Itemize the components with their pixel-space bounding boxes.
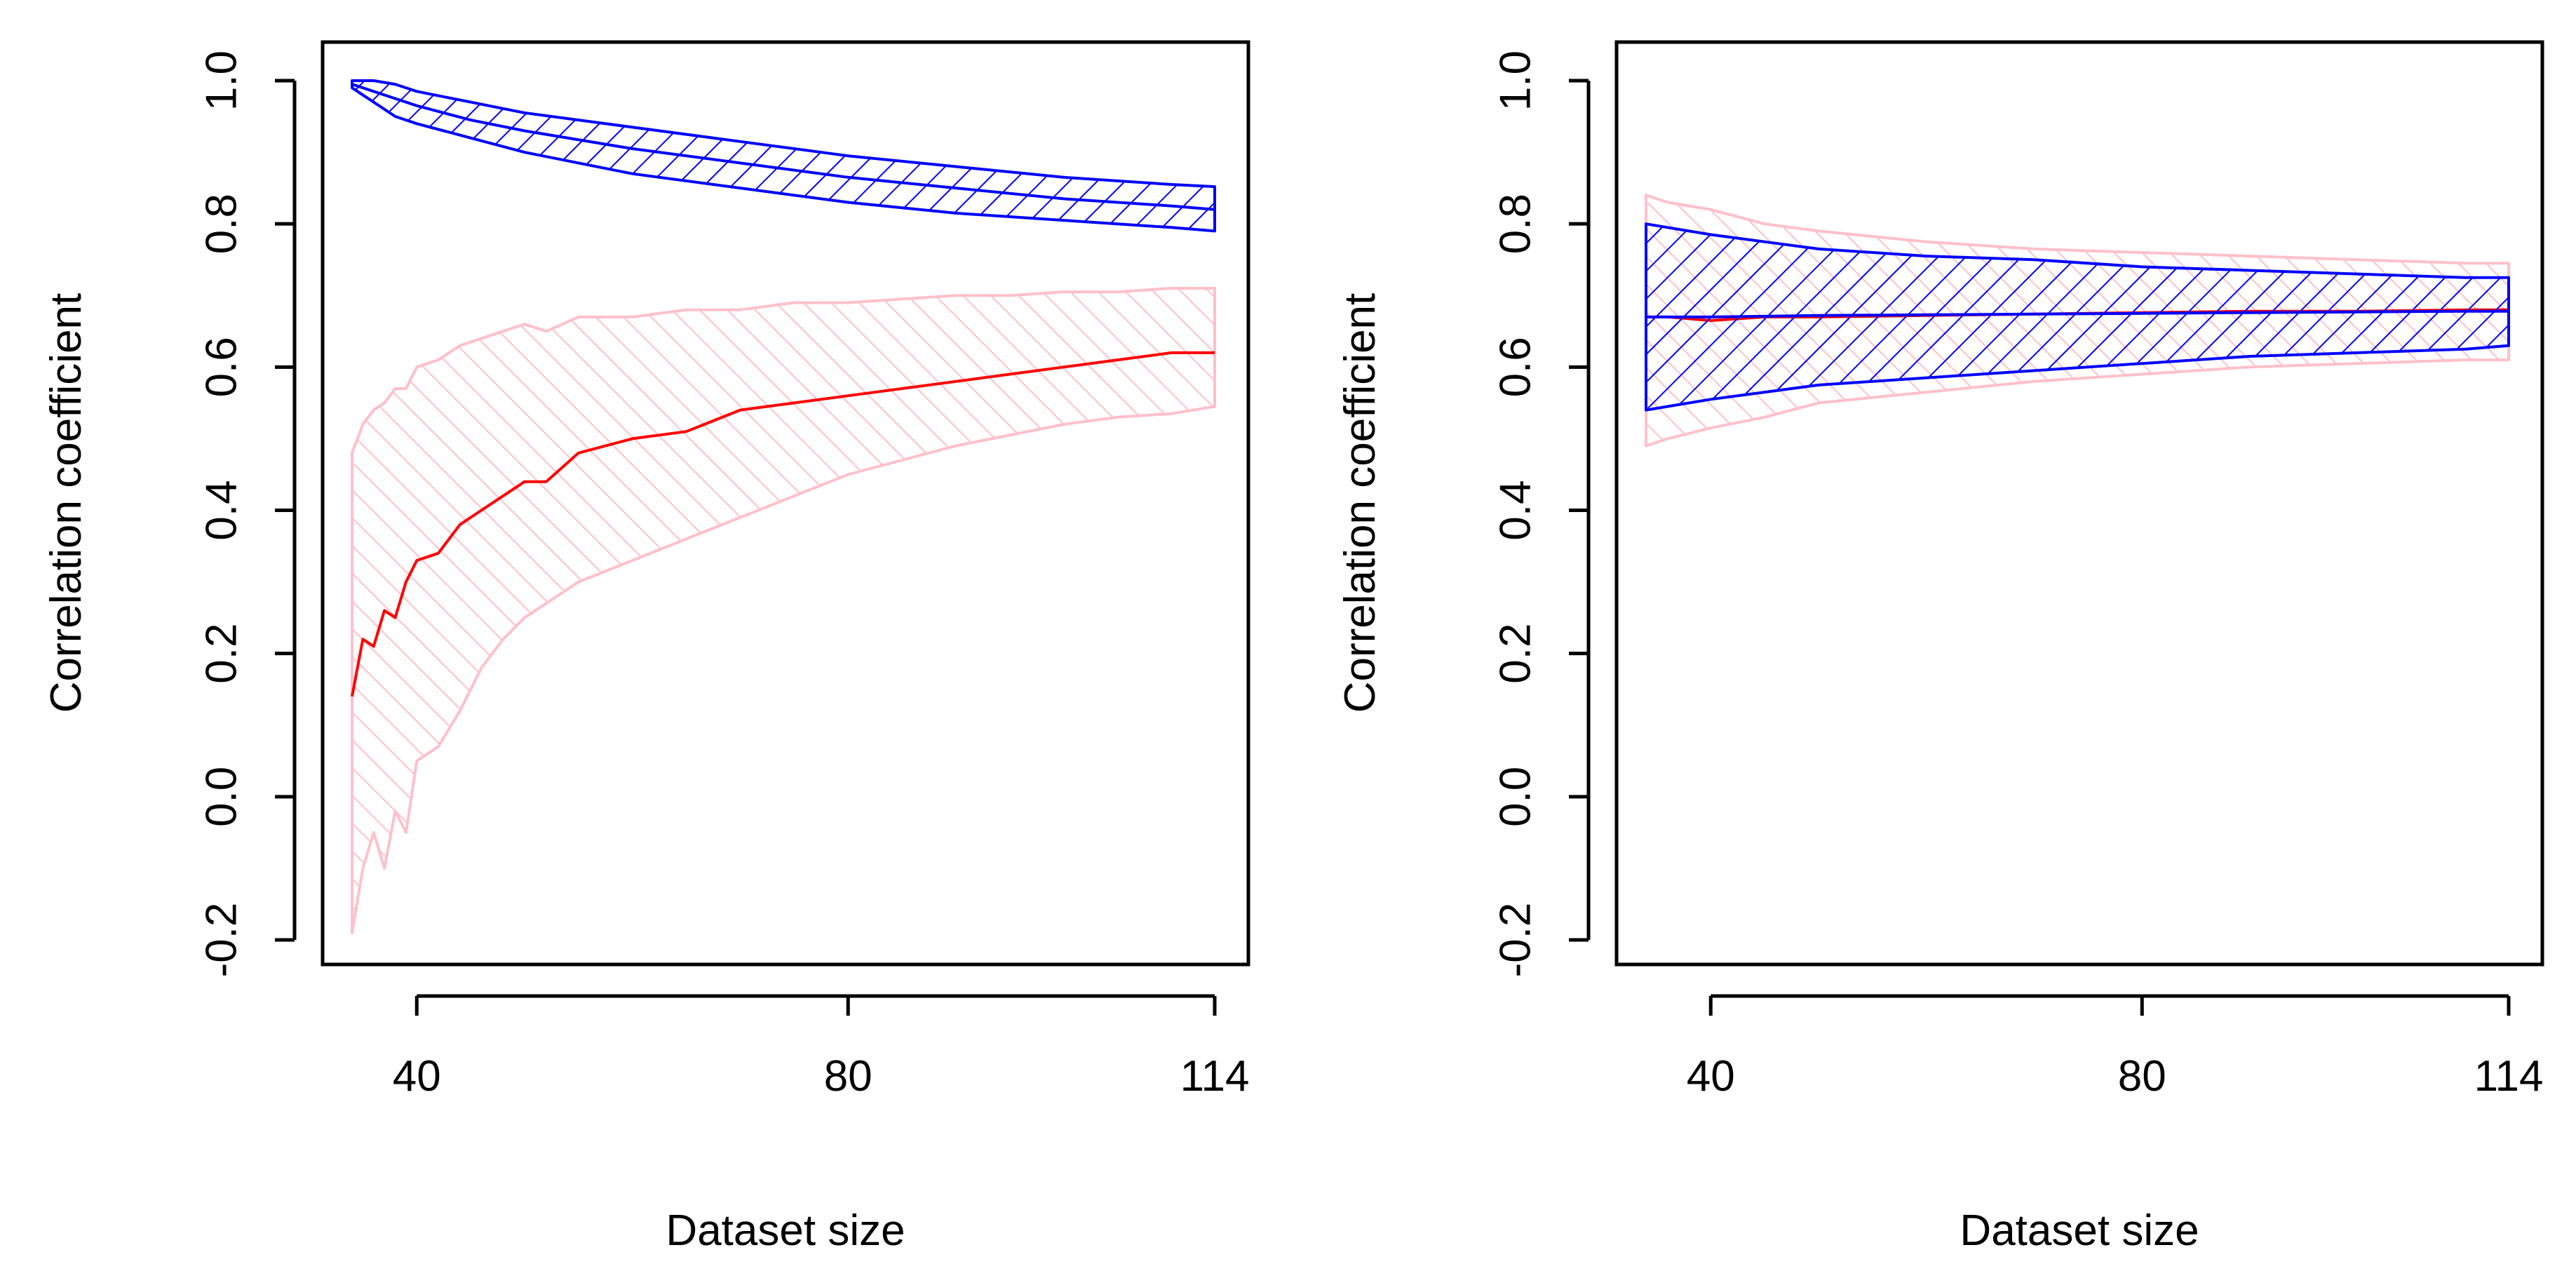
right-y-tick-label: 1.0 xyxy=(1492,51,1540,111)
left-y-tick-label: 0.4 xyxy=(198,480,246,540)
right-x-tick-label: 80 xyxy=(2118,1052,2166,1101)
right-y-tick-label: 0.6 xyxy=(1492,337,1540,397)
right-chart-panel: -0.2 0.0 0.2 0.4 0.6 0.8 1.0 40 80 114 Dataset s… xyxy=(1336,40,2544,1255)
left-y-tick-label: 0.6 xyxy=(198,337,246,397)
right-x-axis: 40 80 114 xyxy=(1687,994,2544,1101)
left-y-tick-label: 0.2 xyxy=(198,624,246,684)
right-chart-marks xyxy=(1645,194,2510,448)
left-y-tick-label: 0.8 xyxy=(198,194,246,254)
left-blue-band-area xyxy=(351,79,1216,233)
left-x-tick-label: 114 xyxy=(1180,1052,1250,1101)
right-blue-band-center-line xyxy=(1646,309,2509,318)
right-y-tick-label: 0.4 xyxy=(1492,480,1540,540)
left-x-axis-title: Dataset size xyxy=(666,1206,905,1255)
right-x-tick-label: 114 xyxy=(2474,1052,2544,1101)
right-x-tick-label: 40 xyxy=(1687,1052,1735,1101)
right-y-tick-label: 0.2 xyxy=(1492,624,1540,684)
left-y-tick-label: -0.2 xyxy=(198,903,246,978)
left-chart-panel: -0.2 0.0 0.2 0.4 0.6 0.8 1.0 40 80 114 Dataset s… xyxy=(42,40,1250,1255)
right-y-tick-label: -0.2 xyxy=(1492,903,1540,978)
right-y-axis-title: Correlation coefficient xyxy=(1336,293,1384,713)
left-y-tick-label: 0.0 xyxy=(198,767,246,827)
left-y-axis-title: Correlation coefficient xyxy=(42,293,90,713)
left-x-axis: 40 80 114 xyxy=(393,994,1250,1101)
right-y-tick-label: 0.8 xyxy=(1492,194,1540,254)
left-x-tick-label: 40 xyxy=(393,1052,441,1101)
right-x-axis-title: Dataset size xyxy=(1960,1206,2199,1255)
left-plot-frame xyxy=(321,40,1250,967)
left-chart-marks xyxy=(351,79,1216,934)
left-blue-band-center-line xyxy=(351,83,1215,211)
right-y-tick-label: 0.0 xyxy=(1492,767,1540,827)
left-y-axis: -0.2 0.0 0.2 0.4 0.6 0.8 1.0 xyxy=(198,51,297,978)
left-x-tick-label: 80 xyxy=(824,1052,872,1101)
left-pink-band-center-line xyxy=(351,351,1215,697)
left-pink-band-area xyxy=(351,287,1216,934)
right-blue-band-area xyxy=(1645,222,2510,412)
right-y-axis: -0.2 0.0 0.2 0.4 0.6 0.8 1.0 xyxy=(1492,51,1591,978)
left-y-tick-label: 1.0 xyxy=(198,51,246,111)
right-plot-frame xyxy=(1614,40,2544,967)
